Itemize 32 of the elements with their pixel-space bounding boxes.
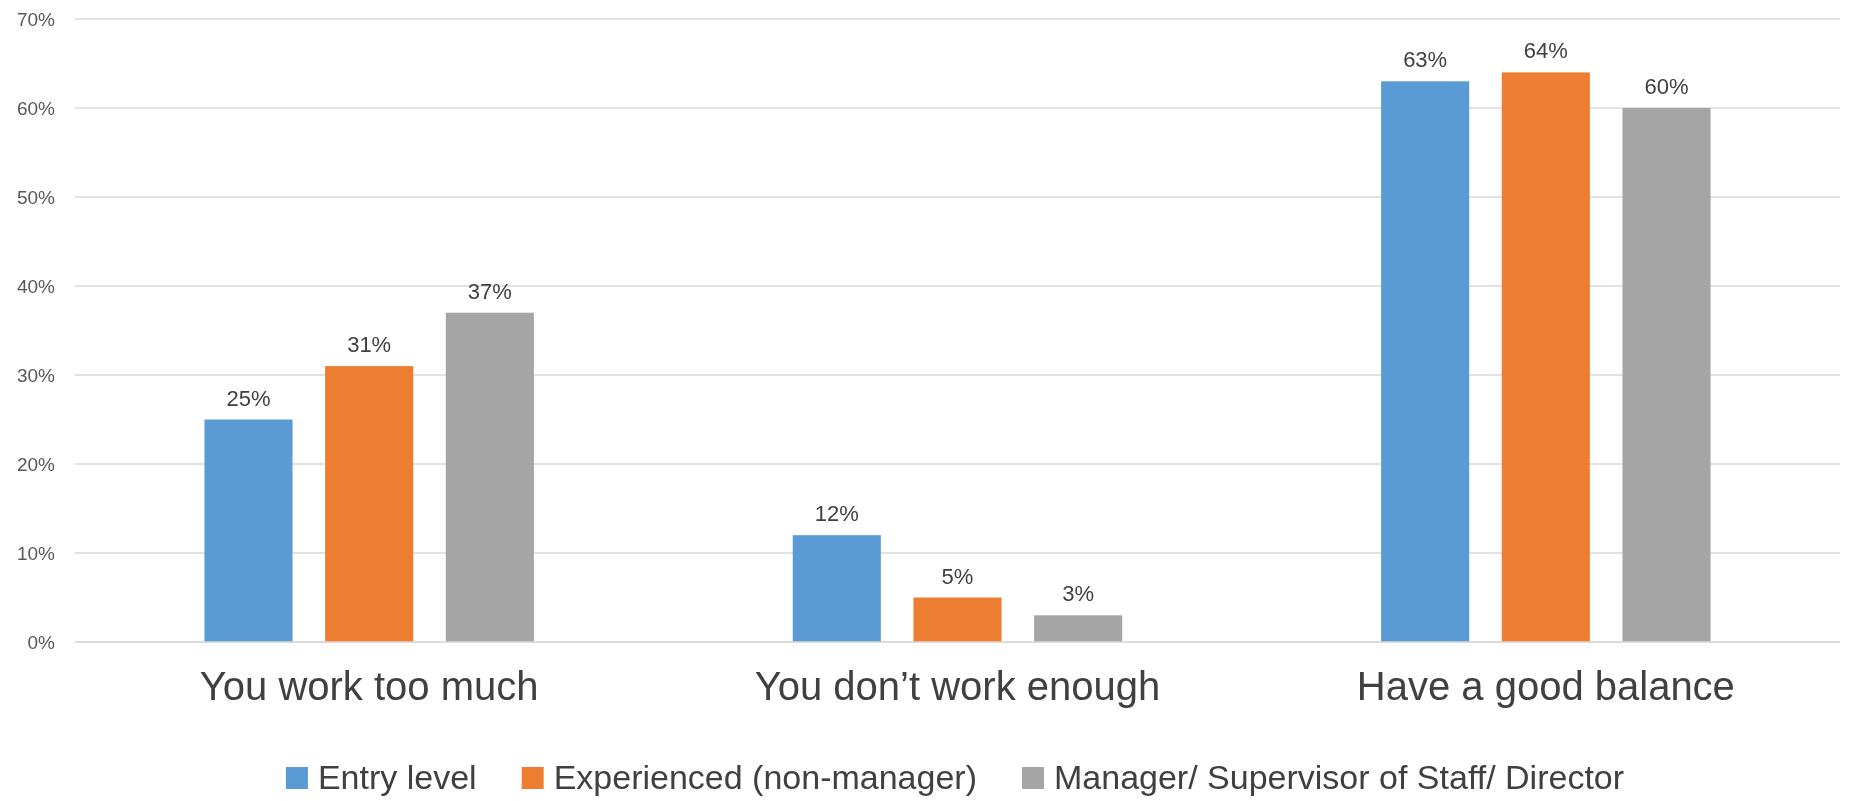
y-tick-label: 10%: [16, 542, 56, 564]
text: 5%: [941, 563, 974, 589]
y-tick-label: 30%: [16, 364, 56, 386]
legend-label: Experienced (non-manager): [553, 758, 977, 796]
legend-label: Entry level: [317, 758, 477, 796]
bar: [204, 419, 293, 642]
y-tick-label: 40%: [16, 275, 56, 297]
bar: [1501, 72, 1590, 642]
x-tick-label: Have a good balance: [1356, 664, 1735, 709]
text: 25%: [226, 385, 271, 411]
y-tick-label: 0%: [27, 631, 56, 653]
y-tick-label: 50%: [16, 186, 56, 208]
y-tick-label: 70%: [16, 8, 56, 30]
text: 12%: [814, 501, 859, 527]
text: 31%: [347, 332, 392, 358]
bar: [325, 366, 414, 642]
x-tick-label: You don’t work enough: [754, 664, 1161, 709]
bar: [1381, 81, 1470, 642]
y-tick-label: 20%: [16, 453, 56, 475]
y-tick-label: 60%: [16, 97, 56, 119]
x-tick-label: You work too much: [199, 664, 539, 709]
legend-label: Manager/ Supervisor of Staff/ Director: [1054, 758, 1625, 796]
text: 64%: [1523, 38, 1568, 64]
text: 37%: [467, 278, 512, 304]
bar: [913, 597, 1002, 642]
bar: [1034, 615, 1123, 642]
bar: [792, 535, 881, 642]
bar: [1622, 108, 1711, 642]
text: 3%: [1062, 581, 1095, 607]
bar: [445, 312, 534, 642]
text: 60%: [1644, 74, 1689, 99]
text: 63%: [1403, 47, 1448, 73]
